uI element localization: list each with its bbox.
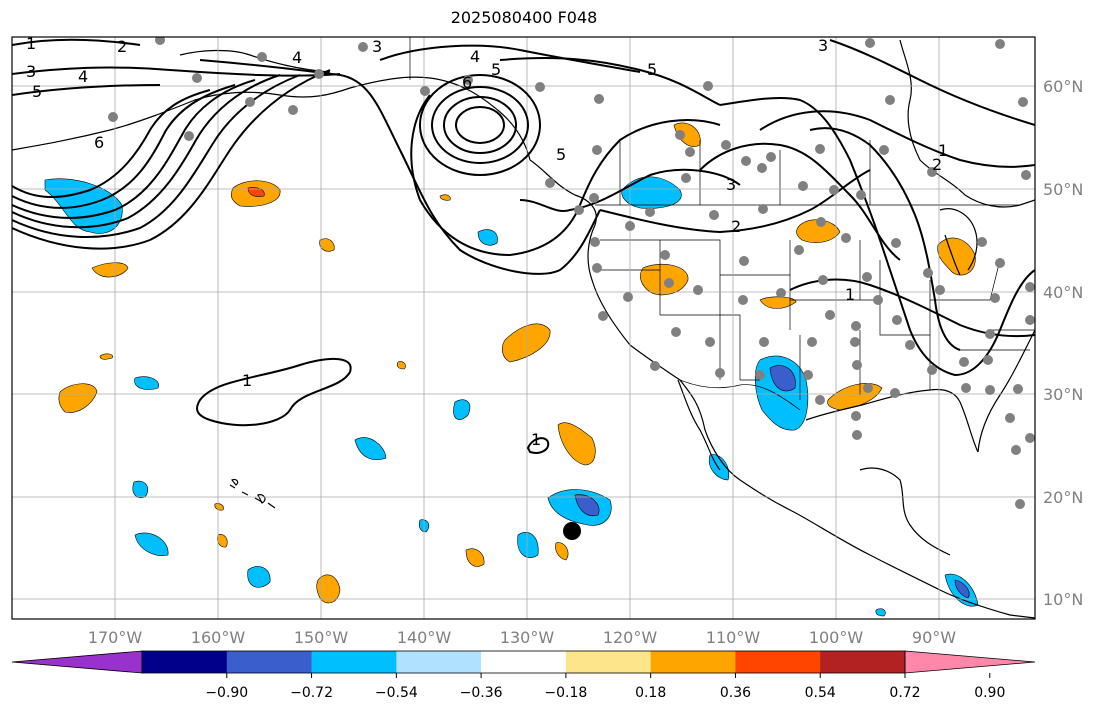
lat-label: 30°N <box>1043 385 1083 404</box>
lon-label: 90°W <box>912 628 956 647</box>
contour-label: 6 <box>94 133 104 152</box>
colorbar-tick-label: −0.72 <box>290 685 333 701</box>
lon-label: 160°W <box>191 628 246 647</box>
contour-label: 5 <box>491 60 501 79</box>
colorbar-segment <box>11 650 143 674</box>
colorbar-tick-label: 0.72 <box>889 685 920 701</box>
lon-label: 100°W <box>809 628 864 647</box>
contour-label: 4 <box>78 67 88 86</box>
lat-label: 10°N <box>1043 590 1083 609</box>
map-title: 2025080400 F048 <box>450 8 598 27</box>
contour-label: 3 <box>372 37 382 56</box>
contour-label: 2 <box>117 37 127 56</box>
colorbar-tick-label: 0.54 <box>805 685 836 701</box>
colorbar-segment <box>650 651 736 673</box>
contour-label: 5 <box>647 60 657 79</box>
colorbar-outline <box>141 650 906 674</box>
lon-label: 150°W <box>294 628 349 647</box>
lat-label: 50°N <box>1043 180 1083 199</box>
lat-label: 60°N <box>1043 77 1083 96</box>
lat-label: 20°N <box>1043 488 1083 507</box>
colorbar-segment <box>735 651 821 673</box>
contour-label: 1 <box>845 285 855 304</box>
colorbar-segment <box>904 650 1036 674</box>
contour-label: 2 <box>932 155 942 174</box>
contour-label: 1 <box>938 141 948 160</box>
contour-label: 1 <box>531 430 541 449</box>
colorbar <box>11 650 1036 674</box>
latitude-labels: 60°N 50°N 40°N 30°N 20°N 10°N <box>1043 77 1083 609</box>
contour-label: 5 <box>556 145 566 164</box>
colorbar-segment <box>226 651 313 673</box>
colorbar-segment <box>820 651 906 673</box>
contour-label-group: 1 2 3 4 5 6 3 4 5 6 5 3 4 2 3 5 1 1 1 2 … <box>26 34 948 449</box>
contour-label: 3 <box>818 36 828 55</box>
colorbar-tick-label: −0.18 <box>544 685 587 701</box>
colorbar-segment <box>481 651 567 673</box>
lon-label: 130°W <box>500 628 555 647</box>
lon-label: 110°W <box>706 628 761 647</box>
lon-label: 120°W <box>603 628 658 647</box>
storm-center-marker <box>563 522 581 540</box>
colorbar-segment <box>311 651 397 673</box>
colorbar-tick-label: 0.36 <box>720 685 751 701</box>
lat-label: 40°N <box>1043 283 1083 302</box>
map-frame <box>11 36 1036 620</box>
contour-label: 3 <box>26 62 36 81</box>
colorbar-tick-label: −0.36 <box>460 685 503 701</box>
contour-label: 1 <box>242 371 252 390</box>
colorbar-tick-label: 0.90 <box>974 685 1005 701</box>
colorbar-tick-label: 0.18 <box>635 685 666 701</box>
longitude-labels: 170°W 160°W 150°W 140°W 130°W 120°W 110°… <box>88 628 956 647</box>
contour-label: 2 <box>731 217 741 236</box>
negative-anomaly-shading <box>44 176 979 617</box>
contour-label: 3 <box>726 175 736 194</box>
lon-label: 140°W <box>397 628 452 647</box>
graticule <box>12 37 1035 619</box>
colorbar-tick-labels: −0.90 −0.72 −0.54 −0.36 −0.18 0.18 0.36 0.54 0.7… <box>205 673 1005 701</box>
lon-label: 170°W <box>88 628 143 647</box>
colorbar-tick-label: −0.90 <box>205 685 248 701</box>
contour-label: 4 <box>470 47 480 66</box>
station-markers <box>108 37 1035 509</box>
colorbar-segment <box>396 651 482 673</box>
colorbar-segment <box>142 651 228 673</box>
contour-label: 5 <box>32 82 42 101</box>
contour-label: 6 <box>462 73 472 92</box>
colorbar-segment <box>565 651 652 673</box>
contour-label: 1 <box>26 34 36 53</box>
contour-label: 4 <box>292 48 302 67</box>
colorbar-tick-label: −0.54 <box>375 685 418 701</box>
positive-anomaly-shading <box>58 122 976 604</box>
